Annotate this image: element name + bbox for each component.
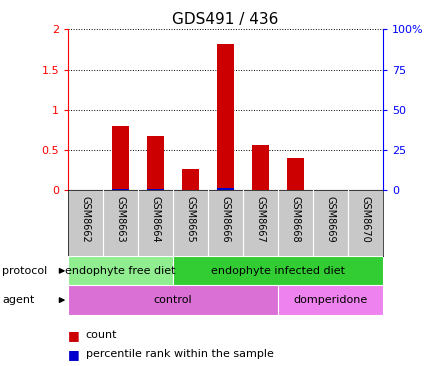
Text: endophyte free diet: endophyte free diet xyxy=(66,266,176,276)
Bar xyxy=(112,189,129,190)
Text: GSM8665: GSM8665 xyxy=(186,195,195,242)
Text: GSM8662: GSM8662 xyxy=(81,195,91,242)
Bar xyxy=(147,189,164,190)
Bar xyxy=(287,158,304,190)
Text: GSM8667: GSM8667 xyxy=(256,195,265,242)
Bar xyxy=(182,169,199,190)
Bar xyxy=(217,188,234,190)
Text: protocol: protocol xyxy=(2,266,48,276)
Text: GSM8666: GSM8666 xyxy=(220,195,231,242)
Text: count: count xyxy=(86,330,117,340)
Text: GSM8669: GSM8669 xyxy=(325,195,335,242)
Bar xyxy=(147,135,164,190)
Bar xyxy=(112,126,129,190)
Bar xyxy=(278,285,383,315)
Text: GSM8670: GSM8670 xyxy=(360,195,370,242)
Text: GSM8668: GSM8668 xyxy=(290,195,301,242)
Text: agent: agent xyxy=(2,295,35,305)
Text: domperidone: domperidone xyxy=(293,295,367,305)
Bar xyxy=(173,256,383,285)
Text: GSM8664: GSM8664 xyxy=(150,195,161,242)
Text: GSM8663: GSM8663 xyxy=(116,195,126,242)
Text: endophyte infected diet: endophyte infected diet xyxy=(211,266,345,276)
Text: control: control xyxy=(154,295,192,305)
Bar xyxy=(68,256,173,285)
Text: ■: ■ xyxy=(68,329,84,341)
Text: ■: ■ xyxy=(68,348,84,361)
Bar xyxy=(68,285,278,315)
Bar xyxy=(217,44,234,190)
Bar xyxy=(252,145,269,190)
Title: GDS491 / 436: GDS491 / 436 xyxy=(172,12,279,27)
Text: percentile rank within the sample: percentile rank within the sample xyxy=(86,349,274,359)
